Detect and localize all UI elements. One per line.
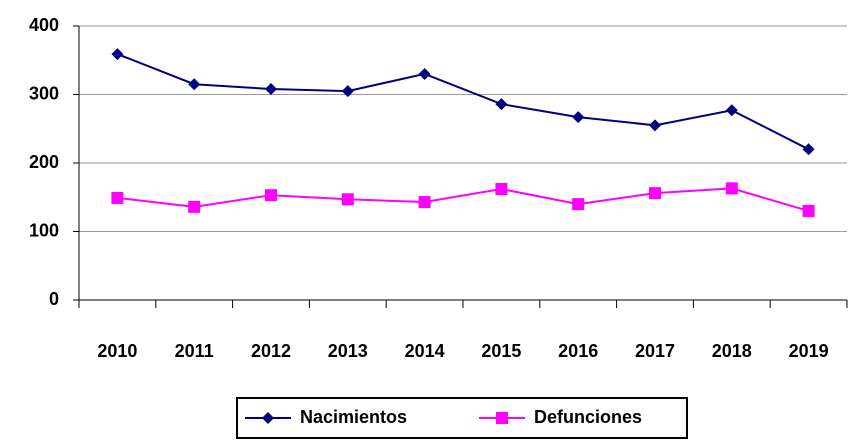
y-tick-label: 100 — [29, 220, 59, 240]
x-tick-label: 2014 — [405, 341, 445, 361]
x-tick-label: 2016 — [558, 341, 598, 361]
y-tick-label: 400 — [29, 15, 59, 35]
y-tick-label: 300 — [29, 83, 59, 103]
legend-box — [236, 397, 688, 439]
x-tick-label: 2019 — [789, 341, 829, 361]
marker — [725, 104, 738, 117]
marker — [725, 182, 738, 195]
marker — [572, 198, 585, 211]
x-tick-label: 2017 — [635, 341, 675, 361]
marker — [802, 143, 815, 156]
x-tick-label: 2018 — [712, 341, 752, 361]
marker — [265, 83, 277, 96]
x-tick-label: 2015 — [481, 341, 521, 361]
x-tick-label: 2012 — [251, 341, 291, 361]
marker — [111, 191, 124, 204]
series-line — [117, 53, 810, 151]
x-tick-label: 2010 — [97, 341, 137, 361]
marker — [418, 196, 431, 209]
marker — [802, 204, 815, 217]
marker — [572, 111, 585, 124]
marker — [341, 193, 354, 206]
x-tick-label: 2013 — [328, 341, 368, 361]
y-tick-label: 200 — [29, 152, 59, 172]
legend-label: Nacimientos — [300, 407, 407, 427]
marker — [262, 412, 274, 424]
marker — [188, 200, 201, 213]
y-tick-label: 0 — [49, 289, 59, 309]
marker — [188, 78, 201, 91]
series-line — [117, 187, 809, 212]
marker — [495, 183, 508, 196]
marker — [649, 187, 661, 200]
marker — [265, 189, 277, 202]
marker — [111, 48, 124, 61]
marker — [495, 98, 508, 111]
marker — [496, 412, 508, 424]
marker — [649, 119, 661, 132]
x-tick-label: 2011 — [175, 341, 214, 361]
marker — [341, 85, 354, 98]
marker — [418, 67, 431, 80]
legend-label: Defunciones — [534, 407, 642, 427]
